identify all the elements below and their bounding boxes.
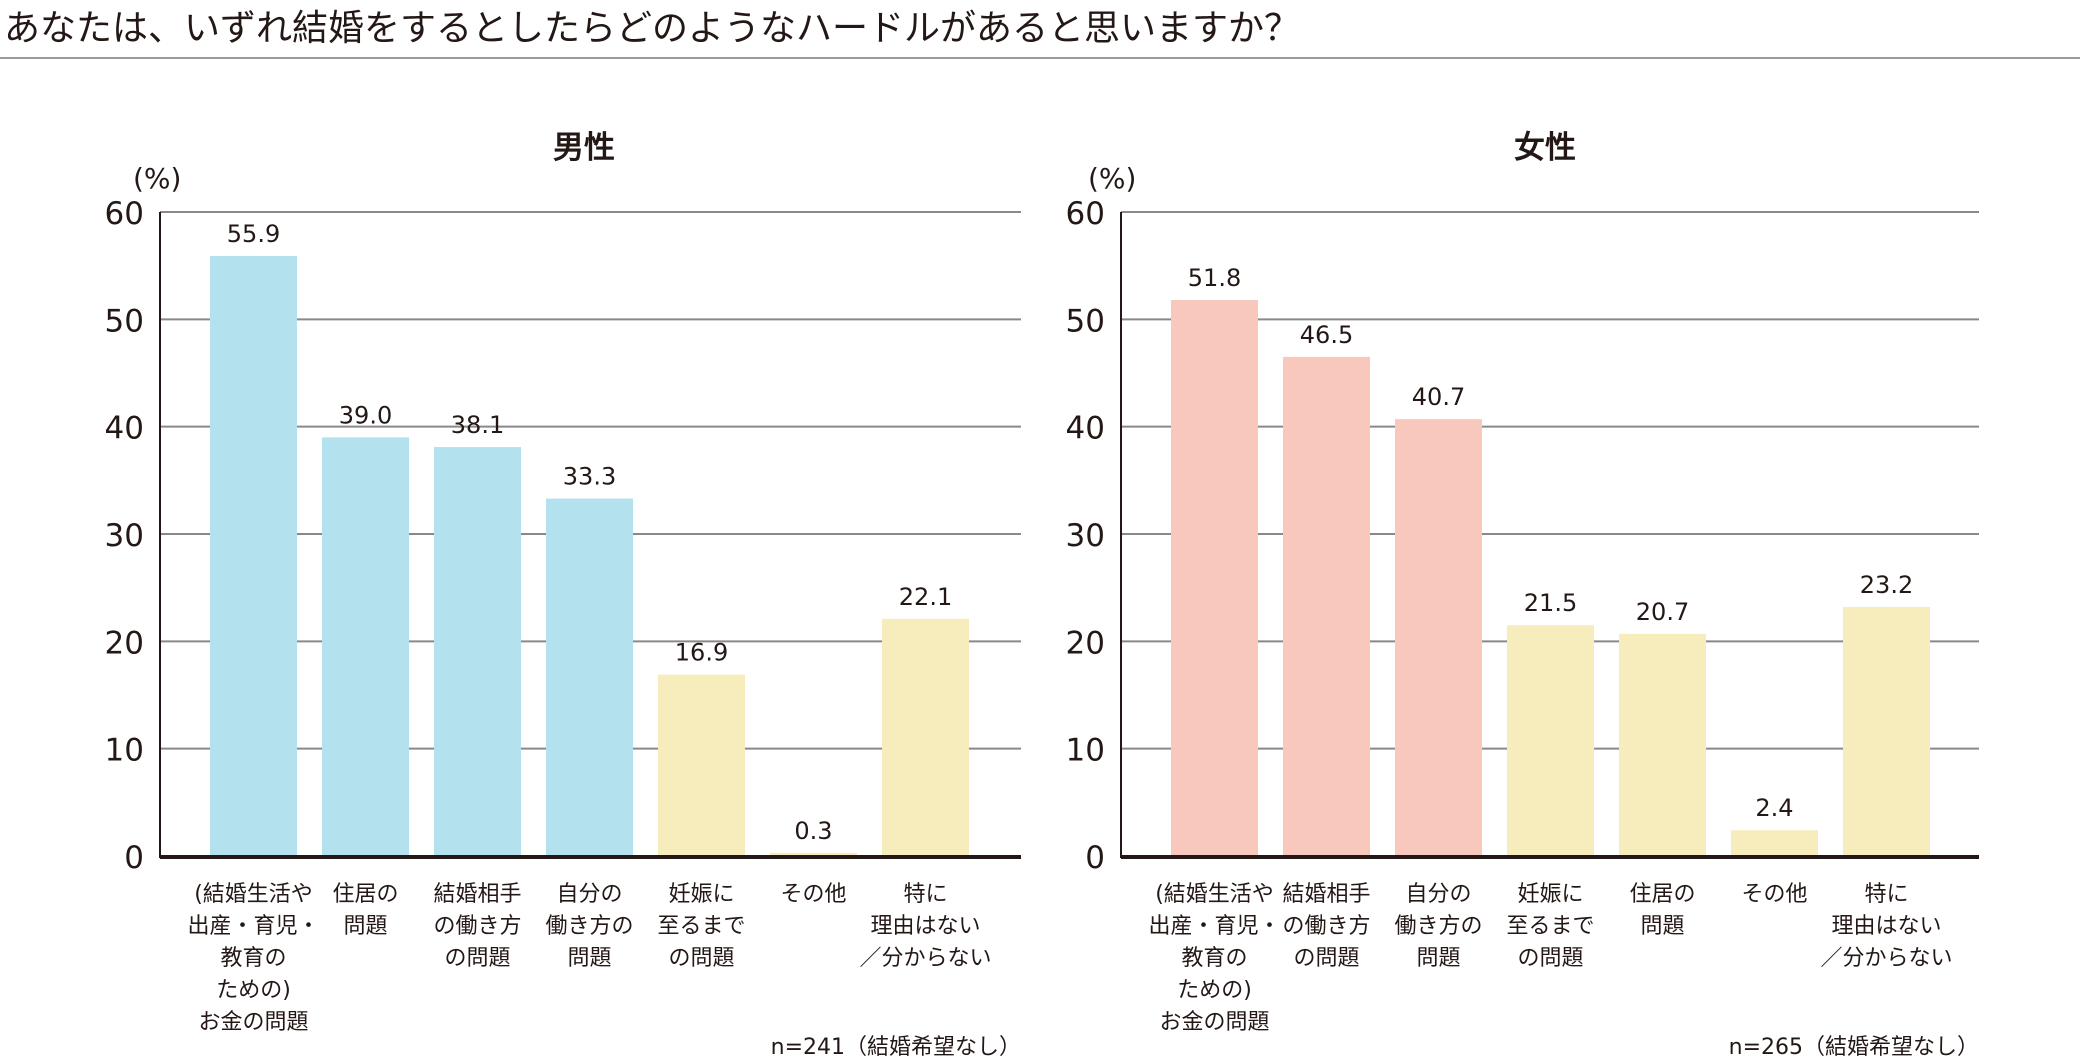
x-tick-label: 結婚相手 bbox=[433, 882, 521, 907]
data-label: 46.5 bbox=[1300, 321, 1353, 349]
y-tick-label: 10 bbox=[105, 733, 144, 769]
x-tick-label: 問題 bbox=[1416, 946, 1460, 971]
y-tick-label: 20 bbox=[1066, 625, 1105, 661]
bar bbox=[1171, 300, 1258, 857]
y-tick-label: 10 bbox=[1066, 733, 1105, 769]
x-tick-label: 理由はない bbox=[1831, 914, 1941, 939]
data-label: 21.5 bbox=[1524, 589, 1577, 617]
x-tick-label: 特に bbox=[1864, 882, 1908, 907]
x-tick-label: 問題 bbox=[343, 914, 387, 939]
x-tick-label: 至るまで bbox=[1506, 914, 1594, 939]
x-tick-label: の働き方 bbox=[433, 914, 521, 939]
x-tick-label: 出産・育児・ bbox=[1148, 914, 1280, 939]
bar bbox=[322, 437, 409, 856]
data-label: 51.8 bbox=[1188, 264, 1241, 292]
x-tick-label: お金の問題 bbox=[198, 1010, 308, 1035]
data-label: 0.3 bbox=[794, 817, 832, 845]
bar bbox=[1395, 419, 1482, 856]
x-tick-label: の問題 bbox=[1293, 946, 1359, 971]
bar bbox=[434, 447, 521, 856]
bar bbox=[210, 256, 297, 856]
y-tick-label: 50 bbox=[105, 303, 144, 339]
bar bbox=[1619, 633, 1706, 856]
y-tick-label: 20 bbox=[105, 625, 144, 661]
x-tick-label: ための) bbox=[1177, 978, 1252, 1003]
y-tick-label: 50 bbox=[1066, 303, 1105, 339]
data-label: 22.1 bbox=[899, 583, 952, 611]
x-tick-label: 至るまで bbox=[657, 914, 745, 939]
bar bbox=[770, 852, 857, 856]
x-tick-label: (結婚生活や bbox=[194, 882, 313, 907]
y-tick-label: 0 bbox=[124, 840, 144, 876]
data-label: 38.1 bbox=[451, 411, 504, 439]
data-label: 40.7 bbox=[1412, 383, 1465, 411]
x-tick-label: 自分の bbox=[556, 882, 622, 907]
x-tick-label: の問題 bbox=[444, 946, 510, 971]
sample-size-note: n=265（結婚希望なし） bbox=[1729, 1035, 1979, 1059]
x-tick-label: ／分からない bbox=[1820, 946, 1952, 971]
chart-title: 女性 bbox=[1514, 130, 1576, 166]
y-tick-label: 60 bbox=[105, 196, 144, 232]
chart-female: 女性 (%) 0 10 20 30 40 50 60 51.8 (結婚生活や出産・育児・教育のための… bbox=[1066, 130, 1979, 1059]
x-tick-label: 住居の bbox=[332, 882, 398, 907]
x-tick-label: 問題 bbox=[1640, 914, 1684, 939]
x-tick-label: 妊娠に bbox=[1517, 882, 1583, 907]
data-label: 39.0 bbox=[339, 401, 392, 429]
x-tick-label: 自分の bbox=[1405, 882, 1471, 907]
x-tick-label: お金の問題 bbox=[1159, 1010, 1269, 1035]
bar bbox=[546, 498, 633, 856]
bar bbox=[658, 674, 745, 856]
x-tick-label: 特に bbox=[903, 882, 947, 907]
x-tick-label: ／分からない bbox=[859, 946, 991, 971]
data-label: 33.3 bbox=[563, 463, 616, 491]
data-label: 55.9 bbox=[227, 220, 280, 248]
x-tick-label: の問題 bbox=[668, 946, 734, 971]
x-tick-label: 出産・育児・ bbox=[187, 914, 319, 939]
sample-size-note: n=241（結婚希望なし） bbox=[771, 1035, 1021, 1059]
bar bbox=[1507, 625, 1594, 856]
x-tick-label: 問題 bbox=[567, 946, 611, 971]
x-tick-label: (結婚生活や bbox=[1155, 882, 1274, 907]
y-tick-label: 40 bbox=[105, 411, 144, 447]
x-tick-label: 住居の bbox=[1629, 882, 1695, 907]
y-tick-label: 30 bbox=[1066, 518, 1105, 554]
bar bbox=[1731, 830, 1818, 856]
charts: 男性(%)010203040506055.9(結婚生活や出産・育児・教育のための… bbox=[105, 130, 1979, 1059]
x-tick-label: の問題 bbox=[1517, 946, 1583, 971]
y-tick-label: 30 bbox=[105, 518, 144, 554]
x-tick-label: 結婚相手 bbox=[1282, 882, 1370, 907]
x-tick-label: 教育の bbox=[220, 946, 286, 971]
x-tick-label: 妊娠に bbox=[668, 882, 734, 907]
data-label: 23.2 bbox=[1860, 571, 1913, 599]
x-tick-label: 働き方の bbox=[1394, 914, 1482, 939]
y-tick-label: 40 bbox=[1066, 411, 1105, 447]
y-axis-unit: (%) bbox=[1088, 162, 1136, 195]
chart-male: 男性 (%) 0 10 20 30 40 50 60 55.9 (結婚生活や出産・育児・教育のための… bbox=[105, 130, 1021, 1059]
x-tick-label: その他 bbox=[1741, 882, 1807, 907]
x-tick-label: 働き方の bbox=[545, 914, 633, 939]
y-axis-unit: (%) bbox=[133, 162, 181, 195]
y-tick-label: 60 bbox=[1066, 196, 1105, 232]
figure-title: あなたは、いずれ結婚をするとしたらどのようなハードルがあると思いますか？ bbox=[4, 8, 1300, 49]
bar bbox=[1843, 606, 1930, 856]
chart-title: 男性 bbox=[553, 130, 615, 166]
x-tick-label: 理由はない bbox=[870, 914, 980, 939]
bar bbox=[1283, 356, 1370, 856]
x-tick-label: ための) bbox=[216, 978, 291, 1003]
y-tick-label: 0 bbox=[1085, 840, 1105, 876]
bar bbox=[882, 618, 969, 856]
data-label: 2.4 bbox=[1755, 794, 1793, 822]
data-label: 16.9 bbox=[675, 639, 728, 667]
x-tick-label: その他 bbox=[780, 882, 846, 907]
x-tick-label: の働き方 bbox=[1282, 914, 1370, 939]
x-tick-label: 教育の bbox=[1181, 946, 1247, 971]
data-label: 20.7 bbox=[1636, 598, 1689, 626]
